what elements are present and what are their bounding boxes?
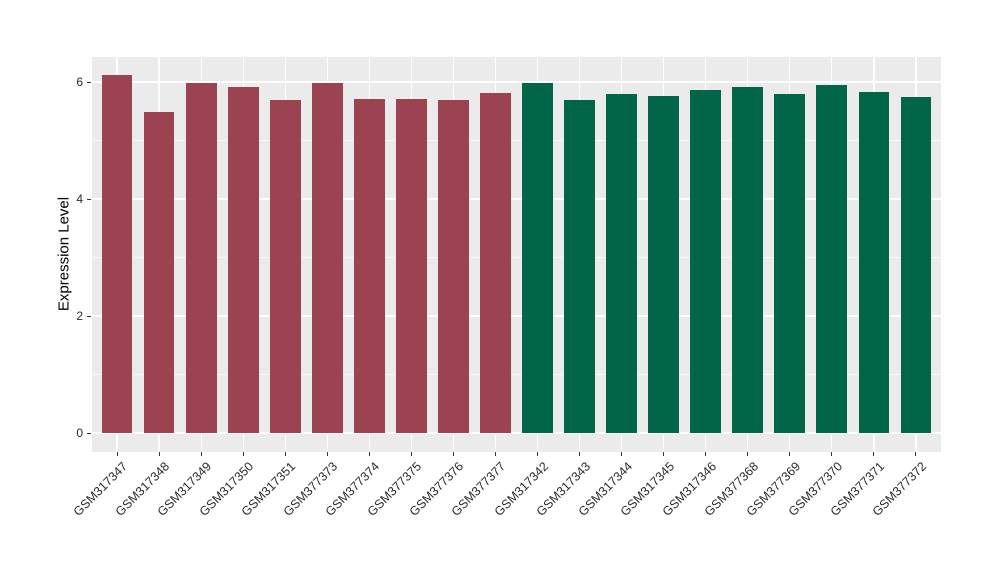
x-tick-GSM317348 (158, 452, 160, 456)
bar-GSM317343 (564, 99, 595, 433)
x-tick-GSM377374 (368, 452, 370, 456)
x-tick-GSM317344 (621, 452, 623, 456)
gridline-minor-y3 (92, 257, 941, 258)
x-tick-GSM317347 (116, 452, 118, 456)
y-tick-4 (87, 199, 91, 200)
gridline-minor-y1 (92, 374, 941, 375)
bar-GSM377375 (396, 98, 427, 433)
x-tick-GSM317350 (242, 452, 244, 456)
x-tick-GSM377377 (494, 452, 496, 456)
gridline-major-y0 (92, 432, 941, 434)
bar-GSM317351 (270, 99, 301, 433)
bar-GSM317344 (606, 94, 637, 433)
bar-GSM377368 (732, 86, 763, 433)
bar-GSM377370 (816, 84, 847, 433)
y-tick-label-0: 0 (76, 426, 83, 440)
bar-GSM377377 (480, 92, 511, 433)
x-tick-GSM317345 (663, 452, 665, 456)
y-tick-label-4: 4 (76, 192, 83, 206)
x-tick-GSM377368 (747, 452, 749, 456)
gridline-major-y6 (92, 81, 941, 83)
y-tick-0 (87, 433, 91, 434)
bar-GSM317349 (186, 83, 217, 433)
x-tick-GSM377376 (452, 452, 454, 456)
gridline-minor-y5 (92, 140, 941, 141)
y-tick-6 (87, 82, 91, 83)
gridline-major-y2 (92, 315, 941, 317)
plot-panel (92, 57, 941, 452)
bar-GSM317347 (101, 74, 133, 433)
bar-GSM377371 (858, 91, 889, 433)
y-tick-label-6: 6 (76, 75, 83, 89)
bar-GSM377374 (354, 98, 385, 433)
bar-GSM317342 (522, 83, 553, 433)
bar-GSM377372 (900, 96, 932, 433)
x-tick-GSM377370 (831, 452, 833, 456)
x-tick-GSM377372 (915, 452, 917, 456)
bar-GSM317350 (228, 87, 259, 433)
bar-GSM317346 (690, 90, 721, 433)
x-tick-GSM377369 (789, 452, 791, 456)
x-tick-GSM377373 (326, 452, 328, 456)
x-tick-GSM317351 (284, 452, 286, 456)
bar-GSM317348 (143, 111, 175, 433)
y-tick-label-2: 2 (76, 309, 83, 323)
bar-GSM317345 (648, 96, 679, 433)
y-axis-title: Expression Level (55, 196, 73, 312)
x-tick-GSM317346 (705, 452, 707, 456)
x-tick-GSM377371 (873, 452, 875, 456)
gridline-major-y4 (92, 198, 941, 200)
bar-GSM377376 (438, 100, 469, 433)
x-tick-GSM377375 (410, 452, 412, 456)
x-tick-GSM317343 (579, 452, 581, 456)
x-tick-GSM317349 (200, 452, 202, 456)
y-tick-2 (87, 316, 91, 317)
x-tick-GSM317342 (537, 452, 538, 456)
bar-GSM377369 (774, 94, 805, 433)
bar-GSM377373 (312, 83, 343, 433)
